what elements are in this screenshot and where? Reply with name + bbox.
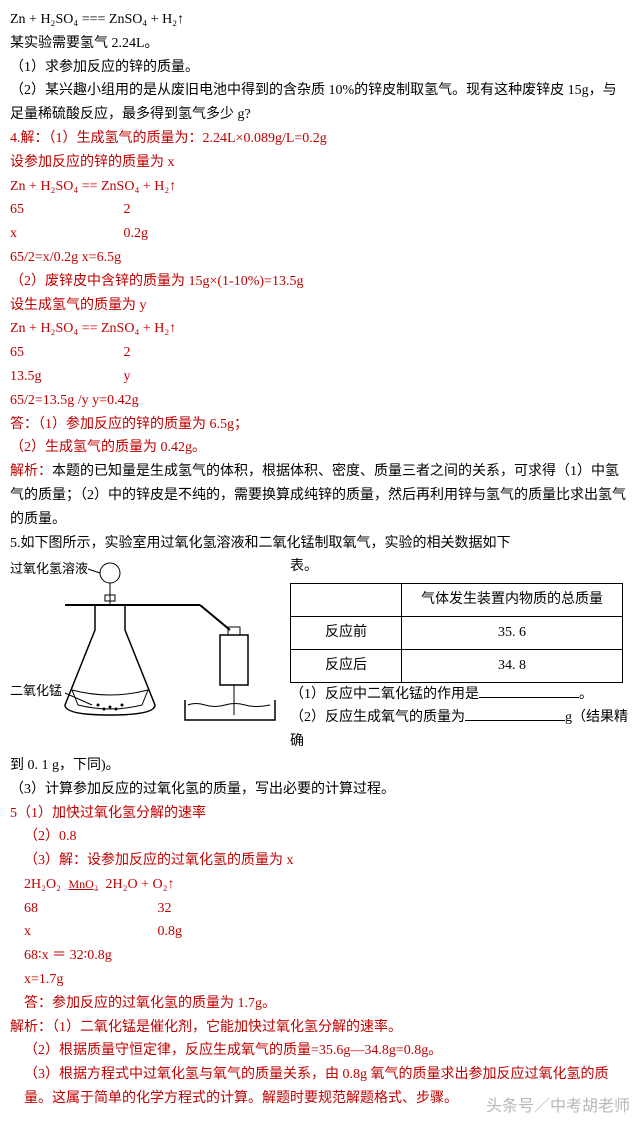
q4-mass-2: 2	[124, 198, 184, 222]
q4-massrow3: 65 2	[10, 341, 630, 365]
q5-massrow1: 68 32	[10, 897, 630, 921]
q5-m68: 68	[24, 897, 154, 921]
q4-part2: （2）某兴趣小组用的是从废旧电池中得到的含杂质 10%的锌皮制取氢气。现有这种废…	[10, 79, 630, 127]
q4-intro: 某实验需要氢气 2.24L。	[10, 32, 630, 56]
q5-sub1: （1）反应中二氧化锰的作用是 。	[290, 683, 630, 707]
q4-mass-135g: 13.5g	[10, 365, 120, 389]
q4-mass-y: y	[124, 365, 184, 389]
watermark: 头条号／中考胡老师	[10, 1093, 630, 1120]
td-before-val: 35. 6	[402, 616, 623, 649]
q4-solution-head: 4.解：（1）生成氢气的质量为：2.24L×0.089g/L=0.2g	[10, 127, 630, 151]
q5-sub3: （3）计算参加反应的过氧化氢的质量，写出必要的计算过程。	[10, 778, 630, 802]
q5-ratio: 68∶x ＝ 32∶0.8g	[10, 944, 630, 968]
apparatus-diagram: 过氧化氢溶液 二氧化锰	[10, 555, 280, 735]
q4-part1: （1）求参加反应的锌的质量。	[10, 56, 630, 80]
q4-massrow4: 13.5g y	[10, 365, 630, 389]
q4-analysis: 解析：本题的已知量是生成氢气的体积，根据体积、密度、质量三者之间的关系，可求得（…	[10, 460, 630, 531]
q5-figure-wrap: 过氧化氢溶液 二氧化锰 表。 气体发生装置内物质的总质量 反应前 35. 6 反…	[10, 555, 630, 754]
q4-mass-65: 65	[10, 198, 120, 222]
q4-mass-65b: 65	[10, 341, 120, 365]
blank-2[interactable]	[465, 706, 565, 721]
q4-ans2: （2）生成氢气的质量为 0.42g。	[10, 436, 630, 460]
q4-solve-y: 65/2=13.5g /y y=0.42g	[10, 389, 630, 413]
q4-solve-x: 65/2=x/0.2g x=6.5g	[10, 246, 630, 270]
q5-title: 5.如下图所示，实验室用过氧化氢溶液和二氧化锰制取氧气，实验的相关数据如下	[10, 532, 630, 556]
q4-eq3: Zn + H₂SO₄ == ZnSO₄ + H₂↑	[10, 317, 630, 341]
q5-eq-right: 2H₂O + O₂↑	[106, 877, 175, 892]
q5-eq: 2H₂O₂ MnO₂ 2H₂O + O₂↑	[10, 873, 630, 897]
q5-mx: x	[24, 920, 154, 944]
q5-xval: x=1.7g	[10, 968, 630, 992]
q4-mass-x: x	[10, 222, 120, 246]
q5-data-table: 气体发生装置内物质的总质量 反应前 35. 6 反应后 34. 8	[290, 583, 623, 682]
q4-set-y: 设生成氢气的质量为 y	[10, 294, 630, 318]
label-mno2: 二氧化锰	[10, 683, 62, 698]
th-blank	[291, 584, 402, 617]
q5-sol-head: 5（1）加快过氧化氢分解的速率	[10, 802, 630, 826]
q5-an2: （2）根据质量守恒定律，反应生成氧气的质量=35.6g—34.8g=0.8g。	[10, 1039, 630, 1063]
q4-massrow2: x 0.2g	[10, 222, 630, 246]
q5-sub1-tail: 。	[579, 687, 593, 702]
q5-ans: 答：参加反应的过氧化氢的质量为 1.7g。	[10, 992, 630, 1016]
q5-sub2: （2）反应生成氧气的质量为g（结果精确	[290, 706, 630, 754]
q4-mass-2b: 2	[124, 341, 184, 365]
q5-eq-left: 2H₂O₂	[24, 877, 61, 892]
td-after-val: 34. 8	[402, 649, 623, 682]
blank-1[interactable]	[479, 683, 579, 698]
q4-massrow1: 65 2	[10, 198, 630, 222]
q5-sub1-text: （1）反应中二氧化锰的作用是	[290, 687, 479, 702]
q5-eq-catalyst: MnO₂	[64, 877, 102, 891]
label-solution: 过氧化氢溶液	[10, 561, 88, 576]
q5-an1: 解析：（1）二氧化锰是催化剂，它能加快过氧化氢分解的速率。	[10, 1016, 630, 1040]
q5-massrow2: x 0.8g	[10, 920, 630, 944]
q4-analysis-body: 本题的已知量是生成氢气的体积，根据体积、密度、质量三者之间的关系，可求得（1）中…	[10, 464, 626, 527]
q5-table-tail: 表。	[290, 559, 318, 574]
q4-mass-02g: 0.2g	[124, 222, 184, 246]
q5-m32: 32	[158, 897, 172, 921]
th-mass: 气体发生装置内物质的总质量	[402, 584, 623, 617]
q4-equation: Zn + H₂SO₄ === ZnSO₄ + H₂↑	[10, 8, 630, 32]
q4-ans1: 答：（1）参加反应的锌的质量为 6.5g；	[10, 413, 630, 437]
q5-sol2: （2）0.8	[10, 825, 630, 849]
q4-p2calc: （2）废锌皮中含锌的质量为 15g×(1-10%)=13.5g	[10, 270, 630, 294]
q4-eq2: Zn + H₂SO₄ == ZnSO₄ + H₂↑	[10, 175, 630, 199]
q5-sol3: （3）解：设参加反应的过氧化氢的质量为 x	[10, 849, 630, 873]
q4-analysis-label: 解析：	[10, 464, 52, 479]
td-before-label: 反应前	[291, 616, 402, 649]
td-after-label: 反应后	[291, 649, 402, 682]
q5-sub2a: （2）反应生成氧气的质量为	[290, 710, 465, 725]
q5-m08g: 0.8g	[158, 920, 183, 944]
q5-sub2c: 到 0. 1 g，下同)。	[10, 754, 630, 778]
q4-set-x: 设参加反应的锌的质量为 x	[10, 151, 630, 175]
